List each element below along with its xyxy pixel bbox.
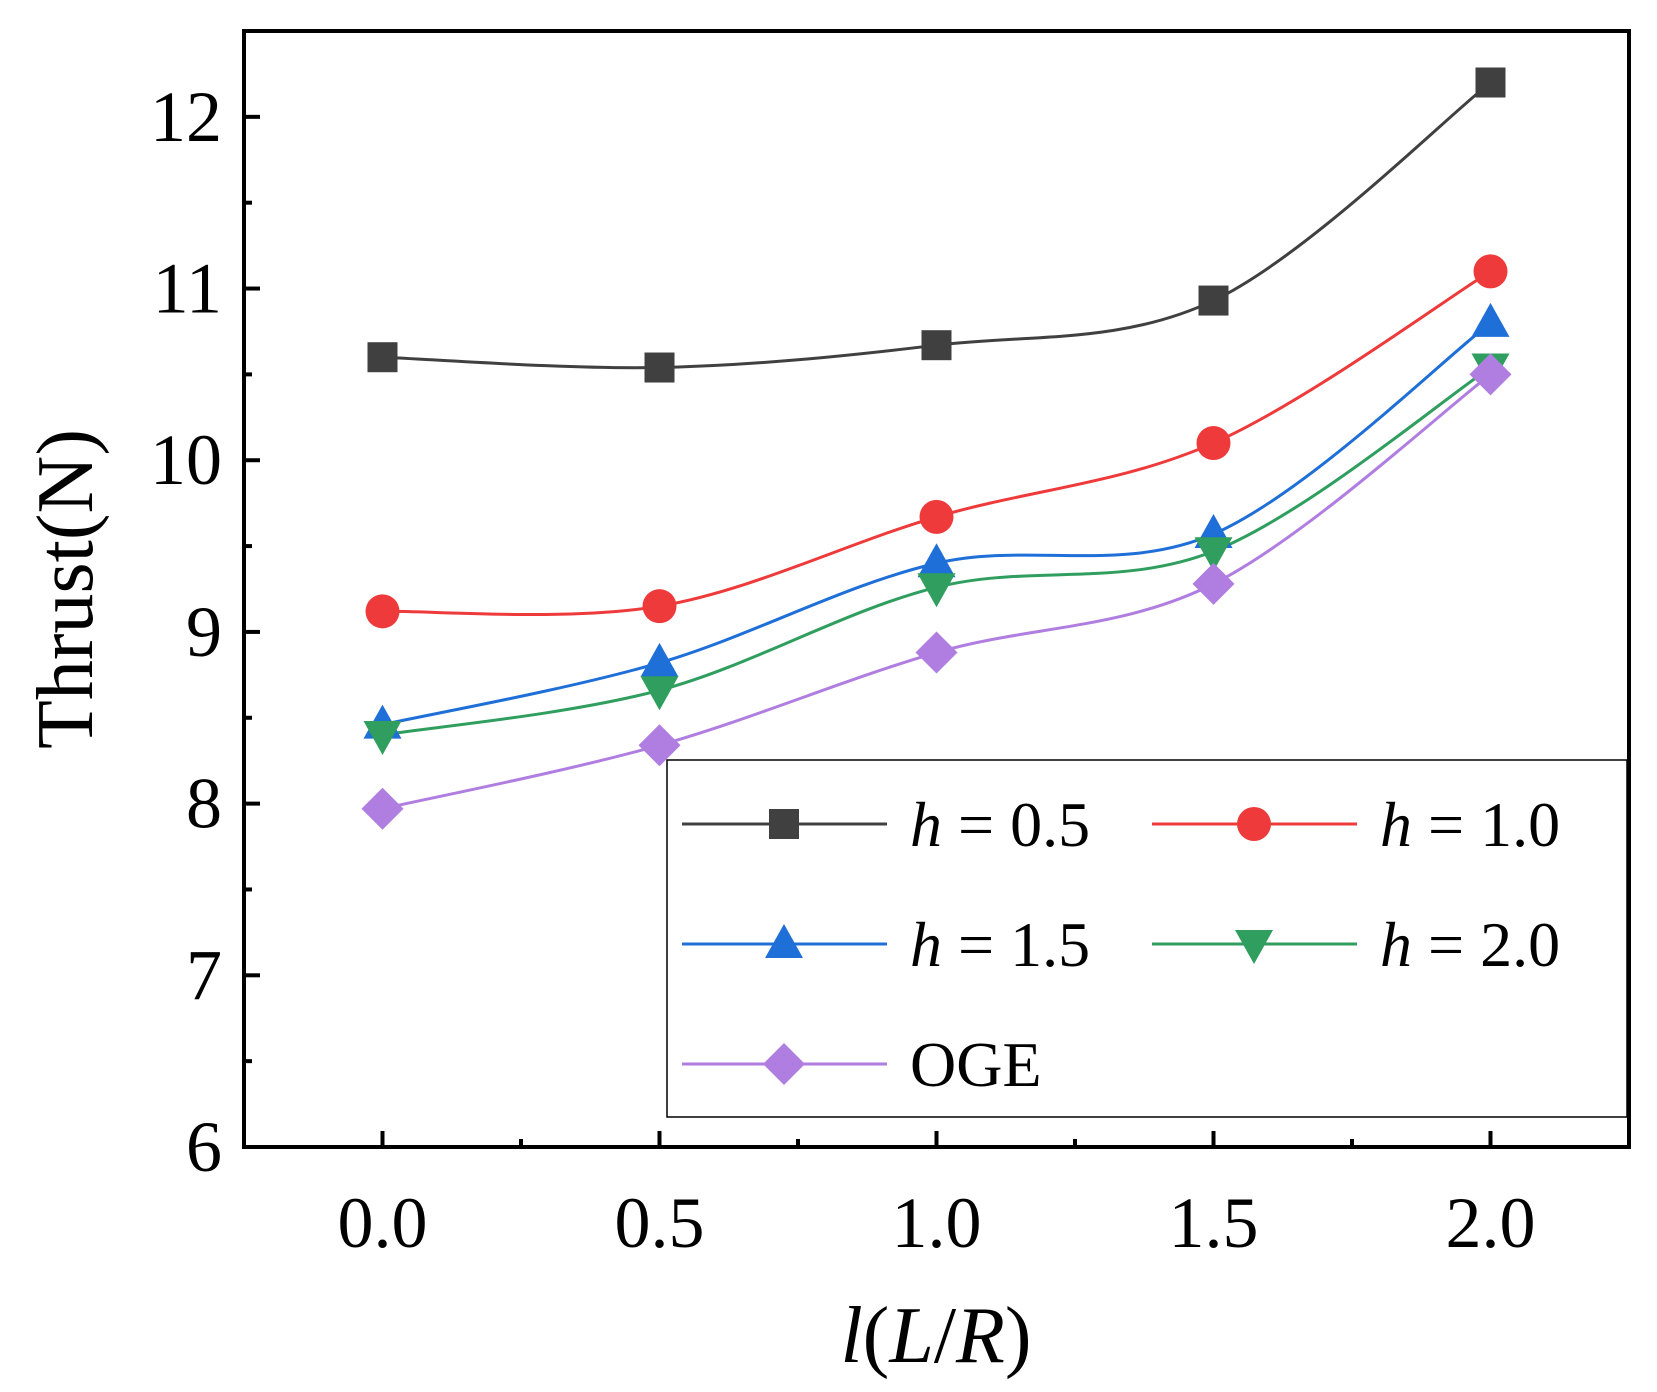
legend-box	[666, 759, 1628, 1118]
legend-marker	[765, 924, 803, 958]
legend-label: h = 1.0	[1380, 789, 1560, 860]
x-tick-label: 1.5	[1169, 1183, 1259, 1263]
data-point	[917, 543, 956, 578]
y-tick-label: 9	[186, 592, 222, 672]
data-point	[363, 720, 402, 755]
series-line-0	[382, 81, 1492, 370]
y-tick-label: 12	[150, 77, 222, 157]
data-point	[915, 631, 958, 674]
legend-label: h = 2.0	[1380, 909, 1560, 980]
legend-marker	[1237, 807, 1271, 841]
legend-marker	[763, 1043, 805, 1085]
y-axis-ticks: 6 7 8 9 10 11 12	[150, 29, 260, 1187]
x-axis-title: l(L/R)	[840, 1292, 1031, 1380]
data-point	[1196, 426, 1231, 461]
legend-label: h = 1.5	[910, 909, 1090, 980]
legend-marker	[1235, 930, 1273, 964]
y-axis-title: Thrust(N)	[22, 429, 110, 749]
x-tick-label: 2.0	[1446, 1183, 1536, 1263]
data-point	[642, 589, 677, 624]
series-markers	[361, 67, 1512, 830]
data-point	[640, 642, 679, 677]
data-point	[917, 573, 956, 608]
y-tick-label: 8	[186, 764, 222, 844]
data-point	[1192, 562, 1235, 605]
data-point	[361, 787, 404, 830]
legend-marker	[769, 809, 799, 839]
x-tick-label: 0.0	[338, 1183, 428, 1263]
data-point	[1473, 254, 1508, 289]
data-point	[1475, 67, 1506, 98]
data-point	[919, 499, 954, 534]
data-point	[640, 676, 679, 711]
data-point	[1194, 537, 1233, 572]
data-point	[1469, 353, 1512, 396]
data-point	[921, 330, 952, 361]
legend: h = 0.5 h = 1.0 h = 1.5 h = 2.0 OGE	[666, 759, 1628, 1118]
data-point	[644, 352, 675, 383]
x-tick-label: 1.0	[892, 1183, 982, 1263]
legend-label: OGE	[910, 1029, 1042, 1100]
y-tick-label: 7	[186, 935, 222, 1015]
series-curves	[382, 81, 1492, 811]
y-tick-label: 11	[153, 249, 222, 329]
y-tick-label: 6	[186, 1107, 222, 1187]
data-point	[365, 594, 400, 629]
x-axis-ticks: 0.0 0.5 1.0 1.5 2.0	[338, 1131, 1536, 1263]
data-point	[367, 342, 398, 373]
data-point	[1198, 285, 1229, 316]
data-point	[638, 724, 681, 767]
x-tick-label: 0.5	[615, 1183, 705, 1263]
y-tick-label: 10	[150, 420, 222, 500]
legend-label: h = 0.5	[910, 789, 1090, 860]
data-point	[1471, 302, 1510, 337]
